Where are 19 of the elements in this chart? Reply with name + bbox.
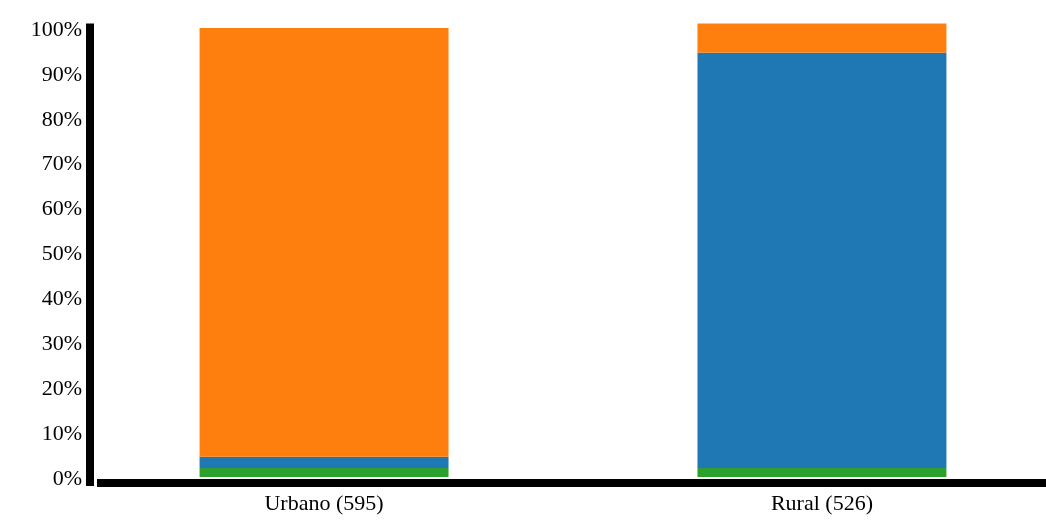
y-tick-label: 40%: [41, 285, 82, 311]
y-tick-label: 60%: [41, 195, 82, 221]
bar: [199, 468, 449, 477]
x-tick-label: Urbano (595): [264, 490, 384, 515]
y-tick-label: 30%: [41, 330, 82, 355]
bar: [697, 52, 947, 469]
y-tick-label: 20%: [41, 374, 82, 400]
bar: [697, 468, 947, 477]
x-tick-label: Rural (526): [770, 490, 873, 515]
y-tick-label: 80%: [41, 105, 82, 131]
y-tick-label: 0%: [52, 464, 82, 490]
y-tick-label: 50%: [41, 240, 82, 266]
y-tick-label: 90%: [41, 60, 82, 86]
y-tick-label: 70%: [41, 150, 82, 176]
bar: [199, 28, 449, 457]
y-tick-label: 100%: [30, 15, 82, 41]
y-tick-label: 10%: [41, 419, 82, 445]
bar: [697, 23, 947, 53]
bar: [199, 456, 449, 469]
